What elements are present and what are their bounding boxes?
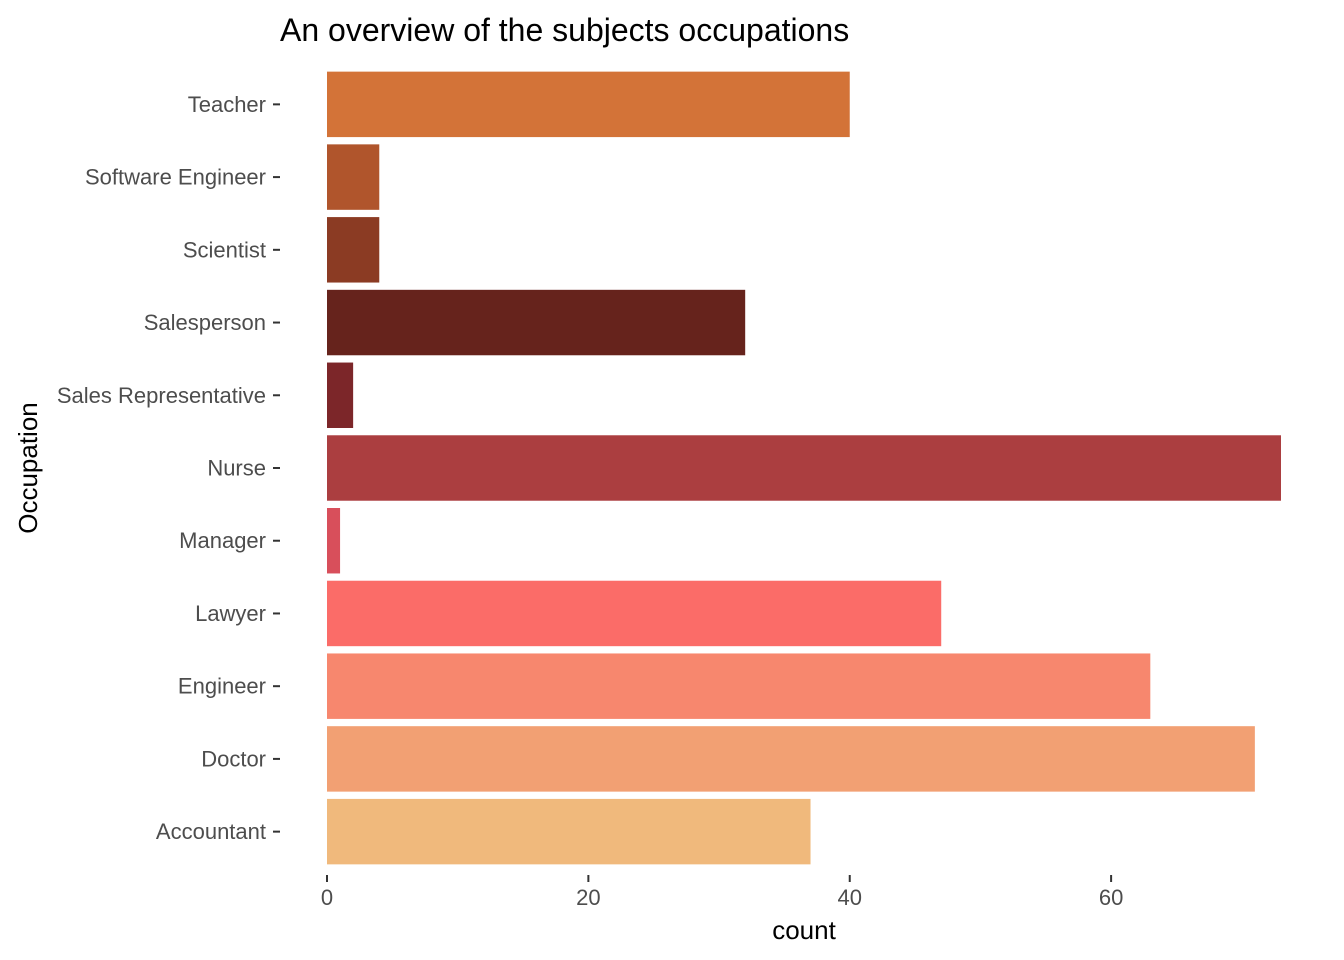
y-tick-label: Salesperson <box>144 310 266 335</box>
x-tick-label: 20 <box>576 885 600 910</box>
chart-title: An overview of the subjects occupations <box>280 12 849 48</box>
bar-lawyer <box>327 580 942 647</box>
y-tick-label: Accountant <box>156 819 266 844</box>
bar-accountant <box>327 798 811 865</box>
x-axis-title: count <box>772 915 836 945</box>
x-axis: 0 20 40 60 <box>321 875 1123 910</box>
bar-software-engineer <box>327 144 380 210</box>
y-tick-label: Lawyer <box>195 601 266 626</box>
bars-group <box>327 71 1281 865</box>
x-tick-label: 60 <box>1099 885 1123 910</box>
x-tick-label: 40 <box>837 885 861 910</box>
bar-nurse <box>327 435 1281 501</box>
y-axis-title: Occupation <box>13 402 43 534</box>
bar-scientist <box>327 217 380 283</box>
x-tick-label: 0 <box>321 885 333 910</box>
bar-doctor <box>327 726 1255 792</box>
y-tick-label: Manager <box>179 528 266 553</box>
bar-salesperson <box>327 289 746 356</box>
y-tick-label: Software Engineer <box>85 165 266 190</box>
y-tick-label: Doctor <box>201 746 266 771</box>
y-tick-label: Teacher <box>188 92 266 117</box>
y-axis: Accountant Doctor Engineer Lawyer Manager Nur… <box>57 92 280 844</box>
y-tick-label: Sales Representative <box>57 383 266 408</box>
bar-manager <box>327 508 341 574</box>
y-tick-label: Scientist <box>183 237 266 262</box>
y-tick-label: Nurse <box>207 456 266 481</box>
bar-engineer <box>327 653 1151 719</box>
bar-teacher <box>327 71 850 138</box>
bar-sales-representative <box>327 362 354 428</box>
y-tick-label: Engineer <box>178 674 266 699</box>
